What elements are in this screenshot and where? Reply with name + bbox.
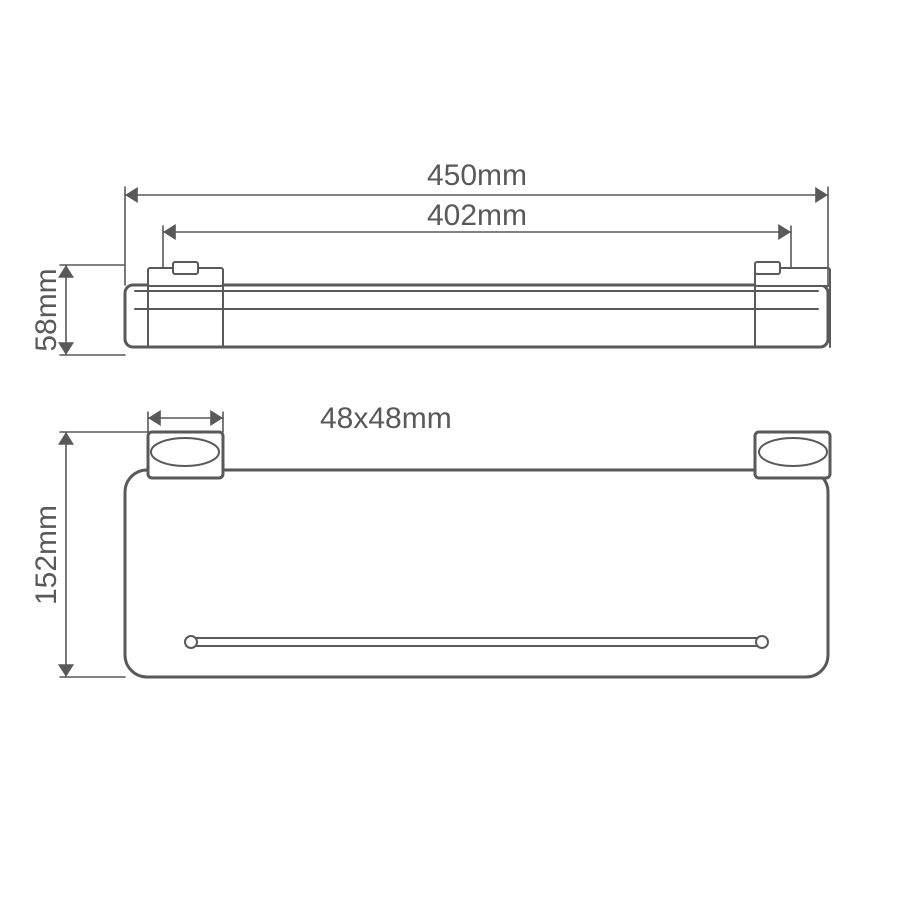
top-view xyxy=(125,432,830,677)
dim-inner-width: 402mm xyxy=(427,199,527,232)
dim-top-depth: 152mm xyxy=(30,505,63,605)
top-knob-left xyxy=(151,438,219,466)
dim-bracket: 48x48mm xyxy=(320,402,452,435)
top-knob-right xyxy=(759,438,827,466)
dim-front-height: 58mm xyxy=(30,268,63,351)
front-view xyxy=(125,262,830,347)
front-body xyxy=(125,285,828,347)
dimension-diagram: 450mm 402mm 58mm 48x48mm 152mm xyxy=(0,0,900,900)
dim-overall-width: 450mm xyxy=(427,159,527,192)
